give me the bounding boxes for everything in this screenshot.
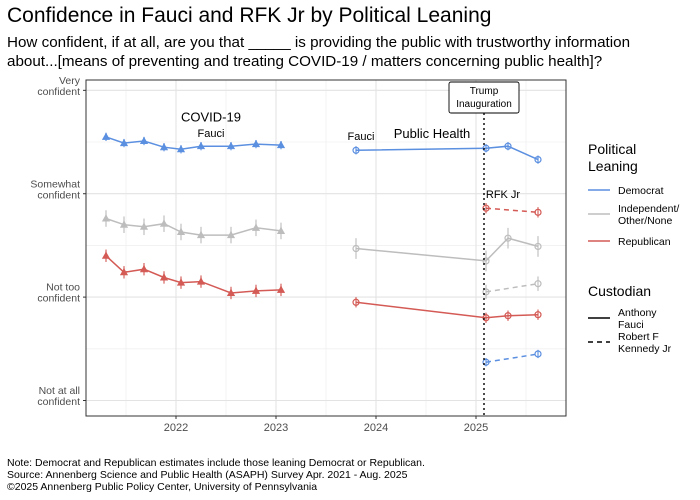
data-point — [196, 230, 206, 239]
data-point — [504, 142, 512, 150]
public-health-label: Public Health — [394, 126, 471, 141]
x-tick-label: 2023 — [264, 422, 288, 434]
data-point — [534, 156, 542, 164]
data-point — [176, 227, 186, 235]
series-line — [105, 255, 282, 294]
y-tick-label: confident — [37, 189, 80, 201]
legend-party-title: Leaning — [588, 158, 638, 174]
y-tick-label: Somewhat — [30, 178, 80, 190]
series-line — [355, 301, 539, 319]
data-point — [139, 264, 149, 273]
series-line — [355, 145, 539, 161]
data-point — [176, 278, 186, 286]
data-point — [504, 234, 512, 242]
y-tick-label: Very — [59, 75, 81, 87]
data-point — [101, 132, 111, 140]
series-line — [485, 207, 539, 214]
data-point — [226, 288, 236, 296]
data-point — [504, 312, 512, 320]
y-tick-label: Not at all — [39, 385, 80, 397]
legend-party-title: Political — [588, 141, 636, 157]
inauguration-label: Inauguration — [456, 99, 512, 110]
y-tick-label: confident — [37, 86, 80, 98]
data-point — [482, 358, 490, 366]
data-point — [196, 277, 206, 285]
covid-label: COVID-19 — [181, 109, 241, 124]
data-point — [251, 286, 261, 294]
data-point — [159, 273, 169, 281]
data-point — [196, 141, 206, 150]
data-point — [159, 142, 169, 151]
series-line — [485, 353, 539, 363]
x-tick-label: 2022 — [164, 422, 188, 434]
data-point — [482, 144, 490, 152]
data-point — [139, 136, 149, 144]
y-tick-label: confident — [37, 293, 80, 305]
x-tick-label: 2024 — [364, 422, 388, 434]
legend-party-label: Independent/ — [618, 203, 679, 215]
legend-party-label: Republican — [618, 236, 671, 248]
data-point — [276, 226, 286, 234]
data-point — [482, 257, 490, 265]
chart-title: Confidence in Fauci and RFK Jr by Politi… — [7, 4, 492, 27]
legend-custodian-title: Custodian — [588, 283, 651, 299]
inauguration-box — [448, 81, 520, 114]
data-point — [159, 219, 169, 227]
data-point — [482, 314, 490, 322]
data-point — [534, 208, 542, 216]
data-point — [276, 140, 286, 149]
data-point — [482, 288, 490, 296]
data-point — [176, 145, 186, 153]
rfk-label: RFK Jr — [486, 189, 521, 201]
series-line — [485, 282, 539, 293]
data-point — [119, 268, 129, 276]
fauci-label-covid: Fauci — [198, 128, 225, 140]
data-point — [352, 146, 360, 154]
data-point — [119, 138, 129, 147]
legend-custodian-label: Anthony — [618, 307, 657, 319]
y-tick-label: Not too — [46, 282, 80, 294]
chart-subtitle-line-1: How confident, if at all, are you that _… — [7, 34, 631, 51]
legend-custodian-label: Fauci — [618, 319, 644, 331]
data-point — [119, 220, 129, 228]
plot-panel-border — [85, 79, 567, 417]
data-point — [482, 204, 490, 212]
y-tick-label: confident — [37, 396, 80, 408]
data-point — [352, 298, 360, 306]
data-point — [534, 311, 542, 319]
footnote-copyright: ©2025 Annenberg Public Policy Center, Un… — [7, 481, 318, 493]
footnote-note: Note: Democrat and Republican estimates … — [7, 457, 425, 469]
data-point — [101, 214, 111, 222]
data-point — [251, 223, 261, 231]
data-point — [101, 251, 111, 259]
data-point — [352, 244, 360, 253]
legend-party-label: Democrat — [618, 185, 664, 197]
inauguration-label: Trump — [470, 86, 499, 97]
data-point — [276, 285, 286, 293]
data-point — [251, 139, 261, 148]
data-point — [534, 242, 542, 251]
data-point — [226, 230, 236, 239]
x-tick-label: 2025 — [464, 422, 488, 434]
footnote-source: Source: Annenberg Science and Public Hea… — [7, 469, 408, 481]
legend-party-label: Other/None — [618, 215, 672, 227]
series-line — [355, 237, 539, 262]
fauci-label-public-health: Fauci — [348, 131, 375, 143]
data-point — [139, 222, 149, 230]
chart-subtitle-line-2: about...[means of preventing and treatin… — [7, 53, 603, 70]
legend-custodian-label: Kennedy Jr — [618, 343, 672, 355]
data-point — [534, 350, 542, 358]
data-point — [226, 141, 236, 150]
legend-custodian-label: Robert F — [618, 331, 659, 343]
data-point — [534, 280, 542, 288]
